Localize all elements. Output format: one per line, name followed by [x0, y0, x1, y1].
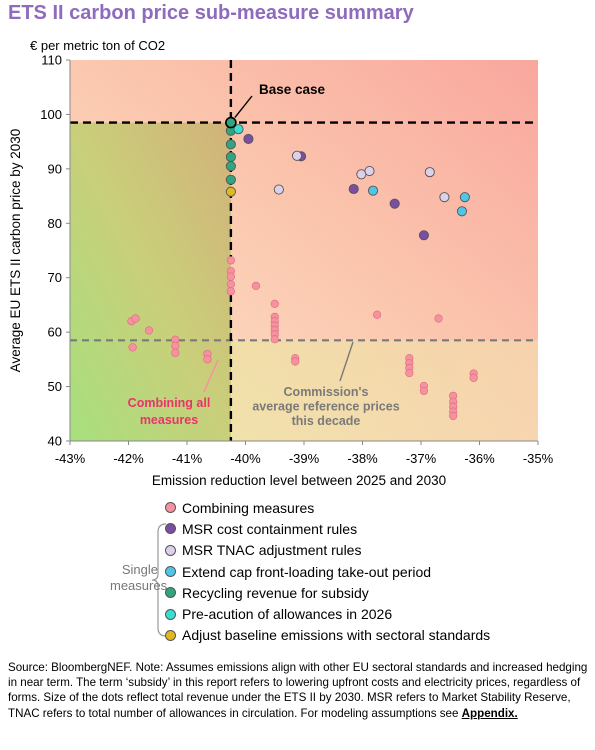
legend-label: Combining measures [182, 499, 315, 516]
y-tick-label: 70 [48, 270, 62, 285]
combining-measures-point [226, 256, 235, 265]
legend-item: Extend cap front-loading take-out period [165, 561, 490, 582]
combining-measures-point [373, 310, 382, 319]
y-tick-label: 40 [48, 434, 62, 449]
msr-cost-containment-point [348, 183, 359, 195]
x-tick-label: -36% [464, 451, 495, 466]
combining-measures-point [251, 281, 261, 290]
recycling-revenue-point [225, 139, 236, 150]
pre-auction-allowances-point [233, 124, 244, 135]
y-tick-label: 60 [48, 325, 62, 340]
legend-swatch [165, 523, 176, 535]
legend-item: Combining measures [165, 497, 490, 518]
appendix-link[interactable]: Appendix. [461, 706, 518, 720]
single-measures-bracket [151, 523, 167, 637]
x-tick-label: -40% [230, 451, 261, 466]
x-tick-label: -41% [172, 451, 203, 466]
legend-label: Recycling revenue for subsidy [182, 584, 369, 601]
combining-measures-point [434, 314, 443, 323]
chart-title: ETS II carbon price sub-measure summary [8, 2, 414, 24]
x-tick-label: -42% [113, 451, 144, 466]
legend-item: MSR cost containment rules [165, 518, 490, 539]
y-tick-label: 110 [41, 53, 62, 68]
legend-swatch [165, 629, 176, 641]
combining-measures-point [270, 299, 279, 308]
msr-tnac-adjustment-point [424, 167, 435, 178]
base-case-pointer [234, 95, 253, 119]
x-tick-label: -39% [289, 451, 320, 466]
msr-tnac-adjustment-point [273, 184, 284, 195]
x-axis-label: Emission reduction level between 2025 an… [152, 473, 446, 488]
legend-label: MSR cost containment rules [182, 520, 358, 537]
combining-label-line: measures [140, 413, 198, 427]
legend-item: Adjust baseline emissions with sectoral … [165, 625, 490, 646]
x-tick-label: -38% [347, 451, 378, 466]
combining-measures-point [419, 386, 429, 396]
combining-label-line: Combining all [128, 396, 211, 410]
msr-tnac-adjustment-point [439, 192, 450, 203]
x-tick-label: -37% [406, 451, 437, 466]
single-measures-label: Single measures [110, 562, 168, 593]
unit-label: € per metric ton of CO2 [30, 38, 166, 53]
legend-label: Adjust baseline emissions with sectoral … [182, 627, 491, 644]
msr-cost-containment-point [243, 133, 254, 144]
combining-measures-point [144, 326, 154, 335]
reference-label-line: average reference prices [252, 400, 399, 414]
combining-measures-point [291, 357, 300, 366]
base-case-point [225, 116, 237, 129]
reference-pointer [339, 341, 354, 382]
green-zone [70, 122, 231, 441]
yellow-zone [230, 340, 538, 441]
legend-swatch [165, 544, 176, 556]
combining-measures-point [449, 411, 458, 421]
combining-measures-point [469, 373, 478, 382]
y-tick-label: 90 [48, 161, 62, 176]
source-text: Source: BloombergNEF. Note: Assumes emis… [8, 661, 588, 720]
reference-label-line: Commission's [284, 385, 369, 399]
scatter-chart: 40 50 60 70 80 90 100 110 -43% -42% -41% -40% -39% -3… [8, 53, 554, 489]
source-note: Source: BloombergNEF. Note: Assumes emis… [8, 660, 588, 721]
x-tick-label: -35% [523, 451, 554, 466]
legend-item: MSR TNAC adjustment rules [165, 540, 490, 561]
adjust-baseline-emissions-point [225, 186, 236, 197]
legend-label: Pre-acution of allowances in 2026 [182, 606, 393, 623]
legend: Combining measures MSR cost containment r… [165, 497, 490, 646]
x-tick-label: -43% [55, 451, 86, 466]
legend-swatch [165, 566, 176, 578]
legend-swatch [165, 587, 176, 599]
combining-measures-point [131, 314, 140, 323]
base-case-label: Base case [259, 82, 326, 97]
recycling-revenue-point [225, 174, 236, 185]
extend-cap-front-loading-point [456, 206, 468, 217]
legend-swatch [165, 502, 176, 514]
msr-tnac-adjustment-point [364, 165, 375, 177]
msr-cost-containment-point [389, 198, 400, 209]
combining-measures-point [171, 348, 180, 357]
extend-cap-front-loading-point [367, 185, 379, 196]
combining-measures-point [203, 355, 212, 364]
extend-cap-front-loading-point [459, 192, 470, 203]
msr-cost-containment-point [418, 230, 429, 241]
legend-label: MSR TNAC adjustment rules [182, 542, 362, 559]
combining-measures-point [270, 335, 279, 344]
combining-pointer [203, 359, 219, 393]
legend-label: Extend cap front-loading take-out period [182, 563, 432, 580]
recycling-revenue-point [225, 161, 236, 172]
legend-swatch [165, 608, 176, 620]
combining-measures-point [405, 368, 414, 378]
y-axis-label: Average EU ETS II carbon price by 2030 [8, 129, 23, 373]
legend-item: Pre-acution of allowances in 2026 [165, 603, 490, 624]
y-tick-label: 80 [48, 216, 62, 231]
y-tick-label: 50 [48, 379, 62, 394]
y-tick-label: 100 [40, 107, 62, 122]
reference-label-line: this decade [292, 414, 361, 428]
legend-item: Recycling revenue for subsidy [165, 582, 490, 603]
combining-measures-point [128, 343, 137, 352]
msr-tnac-adjustment-point [291, 150, 303, 161]
combining-measures-point [226, 287, 235, 296]
